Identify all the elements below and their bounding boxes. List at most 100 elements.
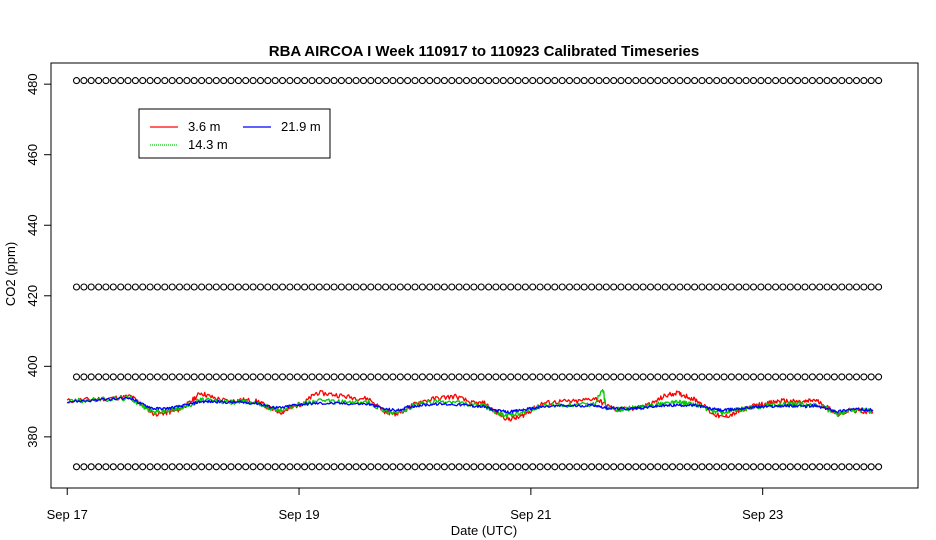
calibration-point <box>278 77 287 85</box>
y-axis-label: CO2 (ppm) <box>3 242 18 306</box>
calibration-point <box>168 283 176 291</box>
calibration-point <box>779 283 787 291</box>
calibration-point <box>698 77 706 85</box>
calibration-point <box>543 373 552 381</box>
calibration-point <box>352 283 360 291</box>
calibration-point <box>816 283 824 291</box>
calibration-point <box>816 463 824 471</box>
calibration-point <box>705 283 713 291</box>
calibration-point <box>786 77 794 85</box>
calibration-point <box>95 463 103 471</box>
calibration-point <box>396 283 404 291</box>
calibration-point <box>198 77 206 85</box>
calibration-point <box>668 283 677 291</box>
calibration-point <box>374 77 382 85</box>
calibration-point <box>455 463 463 471</box>
calibration-point <box>801 283 809 291</box>
calibration-point <box>757 463 765 471</box>
calibration-point <box>227 283 235 291</box>
calibration-point <box>595 373 603 381</box>
calibration-point <box>867 77 875 85</box>
calibration-point <box>808 283 816 291</box>
calibration-point <box>646 373 655 381</box>
calibration-point <box>668 373 677 381</box>
calibration-point <box>536 463 544 471</box>
calibration-point <box>278 283 287 291</box>
calibration-point <box>205 373 213 381</box>
calibration-point <box>565 77 574 85</box>
calibration-point <box>514 77 522 85</box>
calibration-point <box>860 77 868 85</box>
calibration-point <box>308 373 316 381</box>
calibration-point <box>573 373 581 381</box>
calibration-point <box>668 463 677 471</box>
calibration-point <box>521 463 529 471</box>
calibration-point <box>727 463 735 471</box>
calibration-point <box>418 373 426 381</box>
calibration-point <box>345 283 353 291</box>
calibration-point <box>389 283 397 291</box>
calibration-point <box>499 373 507 381</box>
calibration-point <box>198 373 206 381</box>
calibration-point <box>830 283 838 291</box>
calibration-point <box>602 373 610 381</box>
calibration-point <box>639 77 647 85</box>
chart-title: RBA AIRCOA I Week 110917 to 110923 Calib… <box>269 43 700 60</box>
calibration-point <box>713 283 721 291</box>
calibration-point <box>573 283 581 291</box>
calibration-point <box>411 373 419 381</box>
x-axis-label: Date (UTC) <box>451 523 517 538</box>
calibration-point <box>249 373 257 381</box>
calibration-point <box>720 283 728 291</box>
calibration-point <box>220 463 228 471</box>
calibration-point <box>860 463 868 471</box>
calibration-point <box>588 283 596 291</box>
calibration-point <box>124 463 132 471</box>
calibration-point <box>337 463 345 471</box>
calibration-point <box>654 463 662 471</box>
calibration-point <box>558 373 566 381</box>
calibration-point <box>507 373 515 381</box>
calibration-point <box>727 373 735 381</box>
calibration-point <box>742 463 750 471</box>
calibration-point <box>131 77 139 85</box>
calibration-point <box>485 463 493 471</box>
x-tick-label: Sep 19 <box>278 507 319 522</box>
calibration-point <box>735 373 743 381</box>
calibration-point <box>382 373 390 381</box>
calibration-point <box>190 373 198 381</box>
calibration-point <box>249 283 257 291</box>
x-tick-label: Sep 17 <box>47 507 88 522</box>
calibration-point <box>330 283 338 291</box>
calibration-point <box>470 373 478 381</box>
y-tick-label: 460 <box>25 144 40 166</box>
calibration-point <box>529 463 537 471</box>
calibration-point <box>212 463 220 471</box>
calibration-point <box>315 283 323 291</box>
calibration-point <box>779 373 787 381</box>
calibration-point <box>875 463 883 471</box>
calibration-point <box>271 283 279 291</box>
calibration-point <box>359 77 368 85</box>
calibration-point <box>676 373 684 381</box>
calibration-point <box>683 463 691 471</box>
calibration-point <box>102 77 110 85</box>
calibration-point <box>757 373 765 381</box>
calibration-point <box>80 283 88 291</box>
calibration-point <box>588 463 596 471</box>
calibration-point <box>683 283 691 291</box>
calibration-point <box>691 283 699 291</box>
calibration-point <box>838 77 846 85</box>
series-lines <box>66 389 874 422</box>
calibration-point <box>661 77 669 85</box>
calibration-point <box>492 463 500 471</box>
calibration-point <box>440 463 448 471</box>
calibration-point <box>492 77 500 85</box>
calibration-point <box>337 283 345 291</box>
calibration-point <box>345 77 353 85</box>
calibration-point <box>168 77 176 85</box>
calibration-point <box>485 373 493 381</box>
calibration-point <box>139 463 147 471</box>
calibration-point <box>742 77 750 85</box>
